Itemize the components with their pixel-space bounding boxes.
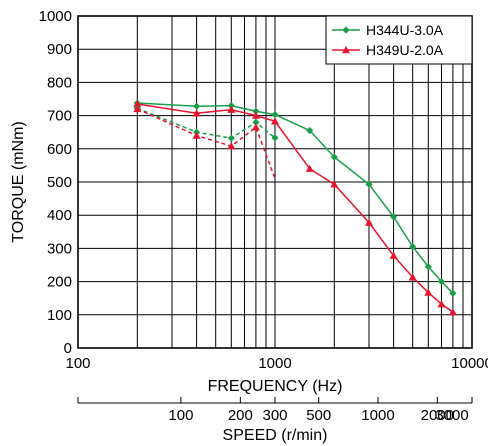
data-point bbox=[271, 117, 279, 125]
data-point bbox=[306, 126, 314, 135]
data-point bbox=[408, 273, 417, 281]
data-point bbox=[448, 308, 457, 316]
y-tick-label: 600 bbox=[47, 141, 72, 158]
data-point bbox=[252, 107, 260, 115]
y-tick-label: 0 bbox=[64, 340, 72, 357]
series-1 bbox=[133, 99, 457, 316]
data-point bbox=[251, 111, 260, 119]
data-point bbox=[252, 118, 260, 126]
speed-tick-label: 2000 bbox=[421, 407, 454, 424]
legend-marker bbox=[342, 26, 350, 34]
legend-box bbox=[325, 15, 473, 65]
x-axis-label: FREQUENCY (Hz) bbox=[208, 378, 343, 395]
data-point bbox=[424, 288, 433, 296]
data-point bbox=[449, 289, 457, 297]
data-point bbox=[192, 109, 201, 117]
plot-frame bbox=[77, 15, 473, 349]
data-point bbox=[271, 134, 279, 142]
x-tick-label: 100 bbox=[65, 355, 90, 372]
data-point bbox=[227, 105, 236, 113]
y-tick-label: 800 bbox=[47, 74, 72, 91]
data-point bbox=[389, 251, 398, 259]
data-point bbox=[193, 102, 201, 110]
x-tick-label: 1000 bbox=[258, 355, 291, 372]
legend-entry: H344U-3.0A bbox=[366, 22, 444, 38]
grid bbox=[78, 15, 472, 349]
y-tick-label: 500 bbox=[47, 174, 72, 191]
series-layer bbox=[133, 99, 457, 316]
legend-marker bbox=[342, 46, 350, 54]
series-line bbox=[137, 103, 454, 313]
data-point bbox=[305, 164, 314, 172]
data-point bbox=[192, 131, 201, 139]
data-point bbox=[330, 153, 338, 161]
x-tick-label: 10000 bbox=[451, 355, 488, 372]
legend-entry: H349U-2.0A bbox=[366, 42, 444, 58]
series-3 bbox=[133, 104, 276, 179]
speed-tick-label: 3000 bbox=[435, 407, 468, 424]
data-point bbox=[133, 99, 142, 108]
y-axis-label: TORQUE (mNm) bbox=[10, 121, 27, 242]
series-line bbox=[136, 108, 276, 179]
y-tick-label: 300 bbox=[47, 240, 72, 257]
data-point bbox=[271, 111, 279, 119]
speed-tick-label: 200 bbox=[228, 407, 253, 424]
series-line bbox=[137, 102, 454, 294]
legend: H344U-3.0A H349U-2.0A bbox=[325, 15, 473, 65]
data-point bbox=[424, 263, 432, 271]
x-axis-ticks: 100 1000 10000 bbox=[65, 355, 488, 372]
y-tick-label: 900 bbox=[47, 41, 72, 58]
data-point bbox=[330, 180, 339, 188]
data-point bbox=[227, 142, 236, 150]
y-tick-label: 100 bbox=[47, 307, 72, 324]
data-point bbox=[365, 180, 373, 188]
data-point bbox=[133, 104, 142, 113]
y-axis-ticks: 0 100 200 300 400 500 600 700 800 900 1000 bbox=[39, 8, 72, 357]
y-tick-label: 1000 bbox=[39, 8, 72, 25]
data-point bbox=[437, 300, 446, 308]
y-tick-label: 200 bbox=[47, 274, 72, 291]
speed-tick-label: 1000 bbox=[361, 407, 394, 424]
data-point bbox=[409, 243, 417, 251]
speed-axis-label: SPEED (r/min) bbox=[223, 427, 328, 444]
speed-tick-label: 300 bbox=[262, 407, 287, 424]
y-tick-label: 400 bbox=[47, 207, 72, 224]
data-point bbox=[227, 134, 235, 142]
data-point bbox=[364, 218, 373, 226]
data-point bbox=[251, 123, 260, 131]
data-point bbox=[390, 213, 398, 221]
series-2 bbox=[133, 104, 279, 142]
speed-tick-label: 500 bbox=[306, 407, 331, 424]
speed-tick-label: 100 bbox=[168, 407, 193, 424]
data-point bbox=[437, 278, 446, 286]
y-tick-label: 700 bbox=[47, 108, 72, 125]
